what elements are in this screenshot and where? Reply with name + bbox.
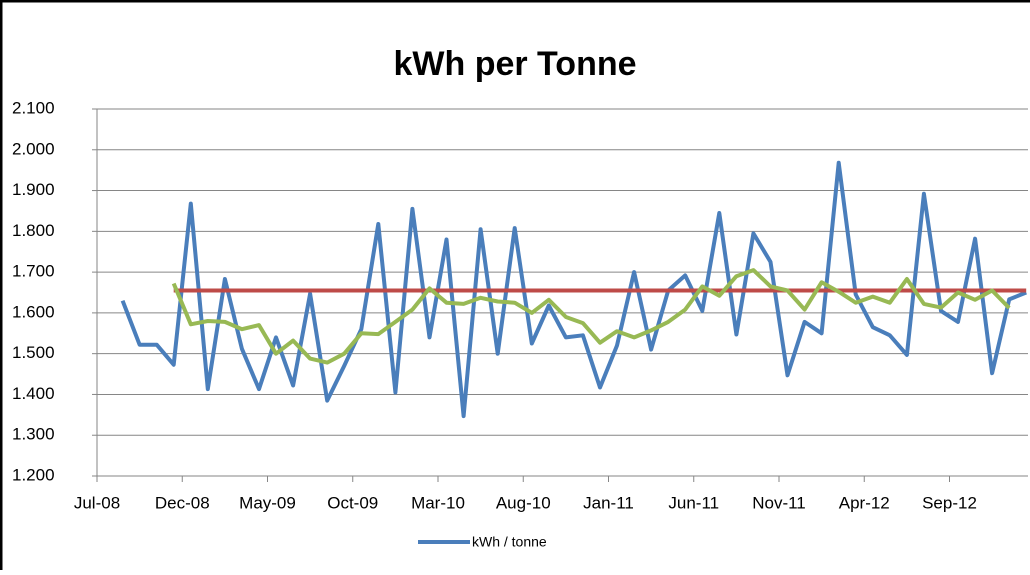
- x-tick-label: Jan-11: [583, 493, 634, 512]
- y-tick-label: 1.700: [12, 262, 55, 281]
- y-tick-label: 2.100: [12, 98, 55, 117]
- y-tick-label: 1.600: [12, 302, 55, 321]
- series-line: [171, 268, 1011, 365]
- x-tick-label: May-09: [239, 493, 296, 512]
- y-tick-label: 1.200: [12, 465, 55, 484]
- x-tick-label: Apr-12: [839, 493, 890, 512]
- y-tick-label: 1.400: [12, 384, 55, 403]
- x-tick-label: Jun-11: [668, 493, 719, 512]
- x-tick-label: Oct-09: [327, 493, 378, 512]
- x-tick-label: Mar-10: [411, 493, 465, 512]
- x-tick-label: Nov-11: [752, 493, 806, 512]
- y-tick-label: 1.900: [12, 180, 55, 199]
- x-tick-label: Jul-08: [74, 493, 120, 512]
- y-tick-label: 1.300: [12, 425, 55, 444]
- x-tick-label: Sep-12: [922, 493, 977, 512]
- y-tick-label: 1.800: [12, 221, 55, 240]
- y-tick-label: 2.000: [12, 139, 55, 158]
- x-tick-label: Aug-10: [496, 493, 551, 512]
- legend-label: kWh / tonne: [472, 534, 547, 550]
- y-tick-label: 1.500: [12, 343, 55, 362]
- chart-title: kWh per Tonne: [393, 45, 636, 83]
- x-tick-label: Dec-08: [155, 493, 210, 512]
